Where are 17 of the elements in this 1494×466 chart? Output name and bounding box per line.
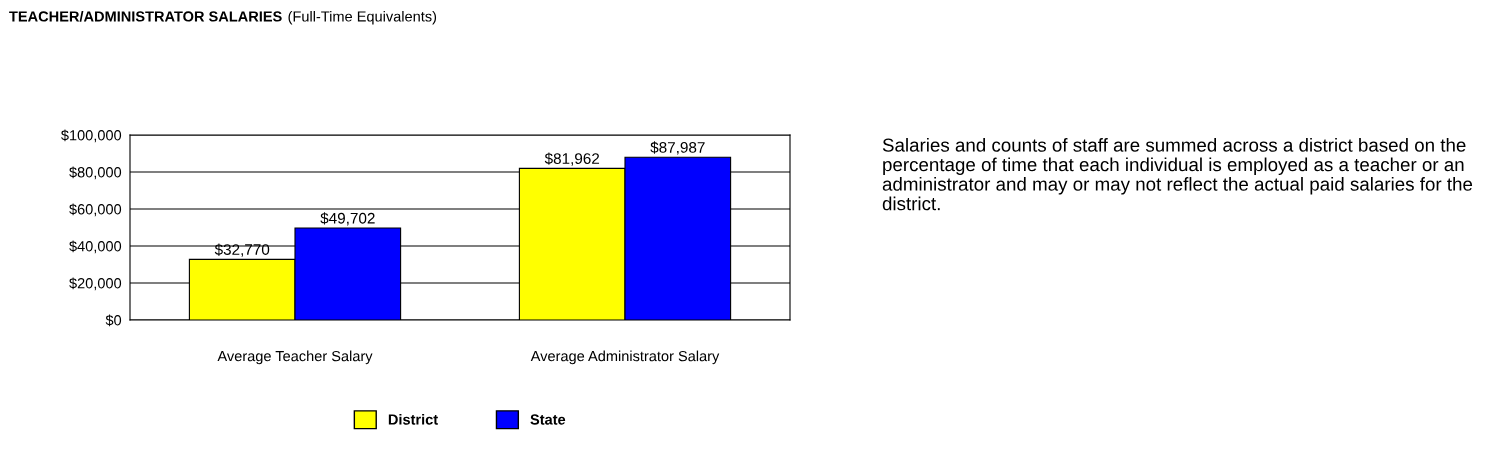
chart-subtitle: (Full-Time Equivalents) [288, 10, 437, 25]
legend-label: State [530, 414, 566, 425]
data-label: $32,770 [214, 243, 270, 257]
x-tick-label: Average Teacher Salary [217, 350, 373, 365]
data-label: $87,987 [650, 141, 705, 155]
y-tick-label: $20,000 [69, 277, 122, 291]
data-label: $49,702 [320, 212, 375, 226]
y-tick-label: $80,000 [69, 166, 122, 180]
data-label: $81,962 [544, 152, 600, 166]
y-tick-label: $40,000 [69, 240, 122, 254]
legend-label: District [388, 413, 438, 425]
y-tick-label: $60,000 [69, 203, 122, 217]
text: Salaries and counts of staff are summed across a district based on the percentage of time that each individual is employed as a teacher or an administrator and may or may not reflect the actual paid salaries for the district. [882, 138, 1473, 211]
x-tick-label: Average Administrator Salary [530, 350, 720, 365]
y-tick-label: $100,000 [61, 129, 122, 143]
chart-title: TEACHER/ADMINISTRATOR SALARIES [9, 10, 282, 22]
y-tick-label: $0 [105, 314, 122, 327]
